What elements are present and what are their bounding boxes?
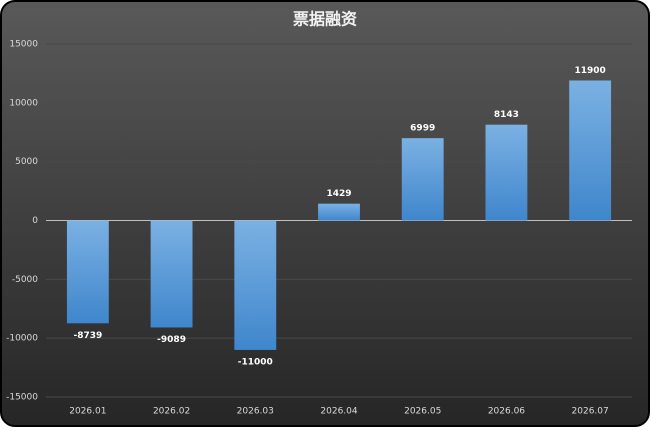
y-tick-label: 5000 — [15, 157, 38, 167]
bar — [401, 138, 444, 221]
data-label: 6999 — [410, 124, 435, 134]
bar — [569, 80, 612, 221]
chart-title: 票据融资 — [293, 10, 357, 29]
y-tick-label: 0 — [32, 216, 38, 226]
bar — [150, 220, 193, 328]
y-tick-label: -15000 — [6, 393, 38, 403]
x-tick-label: 2026.03 — [237, 407, 274, 417]
y-tick-label: 10000 — [9, 98, 38, 108]
data-label: -11000 — [238, 357, 273, 367]
data-label: -9089 — [157, 335, 186, 345]
y-tick-label: 15000 — [9, 40, 38, 50]
y-tick-label: -10000 — [6, 334, 38, 344]
x-tick-label: 2026.06 — [488, 407, 525, 417]
x-tick-label: 2026.05 — [404, 407, 441, 417]
data-label: -8739 — [73, 331, 102, 341]
bar — [485, 124, 528, 221]
bar — [66, 220, 109, 324]
data-label: 8143 — [494, 110, 519, 120]
bar — [234, 220, 277, 350]
y-tick-label: -5000 — [12, 275, 38, 285]
x-tick-label: 2026.02 — [153, 407, 190, 417]
bar — [318, 203, 360, 221]
x-tick-label: 2026.04 — [320, 407, 357, 417]
x-tick-label: 2026.01 — [69, 407, 106, 417]
data-label: 1429 — [326, 189, 351, 199]
x-tick-label: 2026.07 — [572, 407, 609, 417]
data-label: 11900 — [574, 66, 605, 76]
